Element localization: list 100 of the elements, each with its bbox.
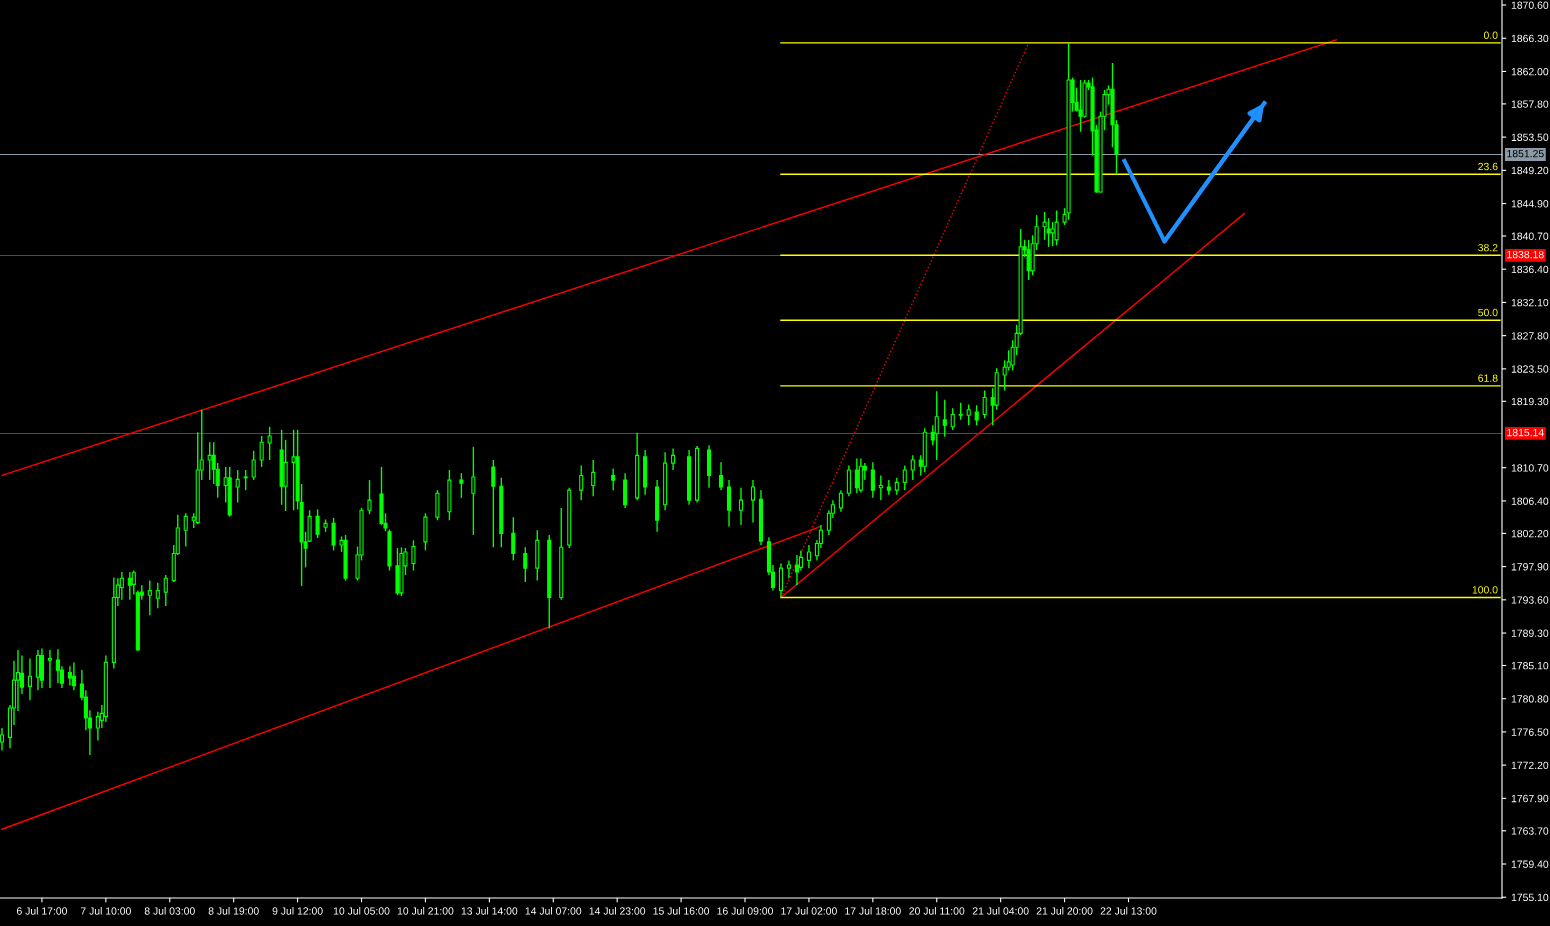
candlestick	[778, 562, 784, 599]
y-tick-label: 1785.10	[1511, 661, 1549, 670]
candlestick	[183, 512, 188, 548]
candlestick	[966, 403, 971, 426]
x-tick-label: 9 Jul 12:00	[272, 907, 323, 915]
candlestick	[878, 474, 883, 501]
candlestick	[1054, 209, 1059, 246]
x-tick-label: 6 Jul 17:00	[16, 907, 68, 915]
candlestick	[910, 454, 915, 481]
y-tick-label: 1836.40	[1511, 265, 1549, 274]
series-label: 23.6	[1478, 162, 1498, 171]
y-tick-label: 1819.30	[1511, 397, 1549, 406]
y-tick-label: 1866.30	[1511, 34, 1549, 43]
candlestick	[726, 479, 732, 528]
ref-line-label: 1851.25	[1507, 149, 1544, 158]
x-tick-label: 17 Jul 02:00	[781, 907, 837, 915]
candlestick	[471, 446, 476, 536]
candlestick	[934, 390, 939, 461]
candlestick	[251, 450, 256, 481]
candlestick	[367, 479, 372, 515]
candlestick	[235, 469, 240, 504]
y-tick-label: 1759.40	[1511, 860, 1549, 868]
x-tick-label: 21 Jul 20:00	[1036, 907, 1093, 915]
candlestick	[591, 459, 596, 498]
x-tick-label: 8 Jul 03:00	[144, 907, 195, 915]
y-tick-label: 1793.60	[1511, 596, 1549, 604]
ref-line-label: 1838.18	[1507, 250, 1544, 259]
candlestick	[147, 579, 152, 616]
series-label: 0.0	[1483, 31, 1498, 39]
candlestick	[163, 574, 168, 607]
candlestick	[435, 489, 440, 521]
y-tick-label: 1870.60	[1511, 1, 1549, 9]
candlestick	[858, 457, 863, 494]
candlestick	[1078, 79, 1083, 133]
candlestick	[27, 657, 33, 701]
candlestick	[838, 489, 843, 513]
y-tick-label: 1772.20	[1511, 761, 1549, 770]
y-tick-label: 1857.80	[1511, 100, 1549, 108]
x-tick-label: 21 Jul 04:00	[972, 907, 1029, 915]
candlestick	[738, 487, 744, 526]
candlestick	[55, 648, 60, 684]
candlestick	[291, 429, 296, 511]
y-tick-label: 1767.90	[1511, 794, 1549, 803]
candlestick	[950, 407, 955, 431]
candlestick	[315, 508, 320, 539]
candlestick	[523, 546, 528, 583]
x-tick-label: 10 Jul 21:00	[397, 907, 454, 915]
candlestick	[127, 571, 132, 601]
candlestick	[611, 467, 616, 491]
y-tick-label: 1806.40	[1511, 497, 1549, 505]
series-label: 61.8	[1478, 374, 1498, 382]
candlestick	[1026, 239, 1031, 281]
candlestick	[982, 389, 987, 419]
y-tick-label: 1776.50	[1511, 728, 1549, 736]
candlestick	[267, 426, 272, 461]
y-tick-label: 1862.00	[1511, 67, 1549, 76]
candlestick	[67, 665, 72, 687]
y-tick-label: 1849.20	[1511, 166, 1549, 175]
series-label: 38.2	[1478, 243, 1498, 252]
x-tick-label: 17 Jul 18:00	[845, 907, 901, 915]
y-tick-label: 1810.70	[1511, 464, 1549, 472]
y-tick-label: 1844.90	[1511, 200, 1549, 208]
candlestick	[974, 404, 979, 426]
x-tick-label: 20 Jul 11:00	[909, 907, 965, 915]
x-tick-label: 14 Jul 07:00	[525, 907, 582, 915]
ref-line-label: 1815.14	[1507, 428, 1544, 437]
series-label: 50.0	[1478, 308, 1498, 317]
candlestick	[259, 435, 264, 468]
x-tick-label: 14 Jul 23:00	[589, 907, 646, 915]
x-tick-label: 15 Jul 16:00	[653, 907, 710, 915]
candlestick	[750, 479, 756, 524]
y-tick-label: 1853.50	[1511, 133, 1549, 141]
candlestick	[1050, 221, 1055, 247]
y-tick-label: 1832.10	[1511, 298, 1549, 307]
candlestick	[794, 554, 799, 586]
y-tick-label: 1789.30	[1511, 629, 1549, 637]
candlestick	[942, 399, 947, 438]
candlestick	[846, 464, 851, 498]
candlestick	[459, 472, 464, 499]
y-tick-label: 1763.70	[1511, 827, 1549, 835]
y-tick-label: 1802.20	[1511, 529, 1549, 538]
y-tick-label: 1797.90	[1511, 563, 1549, 571]
y-tick-label: 1827.80	[1511, 332, 1549, 340]
y-tick-label: 1823.50	[1511, 365, 1549, 373]
x-tick-label: 10 Jul 05:00	[333, 907, 390, 915]
candlestick	[854, 457, 859, 494]
x-tick-label: 16 Jul 09:00	[717, 907, 773, 915]
y-tick-label: 1780.80	[1511, 695, 1549, 703]
candlestick	[411, 539, 416, 572]
candlestick	[786, 559, 792, 579]
candlestick	[902, 464, 907, 491]
candlestick	[886, 479, 891, 496]
y-tick-label: 1755.10	[1511, 893, 1549, 902]
candlestick	[331, 517, 336, 552]
candlestick	[491, 459, 496, 548]
x-tick-label: 7 Jul 10:00	[80, 907, 131, 915]
y-tick-label: 1840.70	[1511, 232, 1549, 240]
candlestick	[511, 516, 516, 562]
x-tick-label: 22 Jul 13:00	[1100, 907, 1157, 915]
candlestick	[806, 544, 811, 569]
